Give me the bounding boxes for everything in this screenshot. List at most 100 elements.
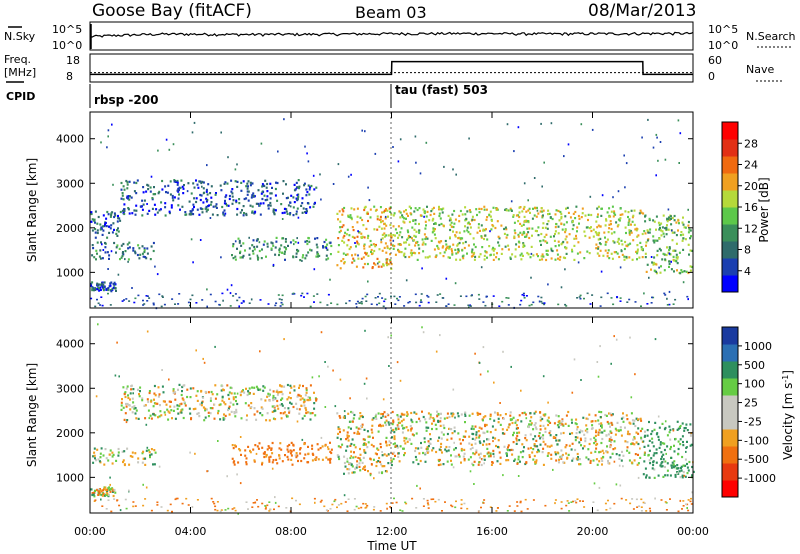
range-cell [125, 421, 128, 424]
range-cell [607, 459, 609, 463]
range-cell [689, 237, 692, 240]
range-cell [468, 223, 471, 226]
range-cell [442, 245, 445, 248]
range-cell [438, 208, 440, 211]
range-cell [643, 460, 646, 463]
xtick-label: 00:00 [74, 525, 106, 538]
range-cell [682, 216, 684, 219]
range-cell [657, 415, 660, 418]
range-cell [204, 390, 207, 394]
range-cell [266, 198, 269, 201]
range-cell [153, 463, 156, 466]
range-cell [247, 445, 250, 448]
range-cell [522, 292, 525, 295]
range-cell [574, 422, 577, 425]
range-cell [648, 449, 651, 452]
range-cell [124, 412, 127, 415]
range-cell [214, 384, 217, 387]
range-cell [168, 378, 170, 381]
range-cell [587, 213, 590, 216]
range-cell [144, 256, 147, 259]
range-cell [266, 195, 269, 198]
range-cell [519, 254, 522, 257]
range-cell [113, 488, 116, 492]
range-cell [269, 201, 272, 205]
range-cell [292, 239, 295, 242]
range-cell [494, 437, 497, 440]
range-cell [528, 455, 531, 459]
range-cell [670, 223, 673, 226]
range-cell [268, 460, 271, 463]
range-cell [544, 504, 547, 507]
range-cell [234, 255, 237, 258]
range-cell [259, 299, 262, 301]
range-cell [166, 191, 169, 194]
range-cell [131, 287, 133, 289]
range-cell [515, 243, 518, 246]
range-cell [461, 213, 464, 216]
range-cell [117, 230, 120, 233]
range-cell [528, 423, 531, 426]
range-cell [524, 434, 527, 437]
range-cell [354, 467, 357, 470]
range-cell [690, 503, 693, 505]
range-cell [147, 400, 150, 403]
range-cell [127, 197, 130, 200]
range-cell [108, 257, 110, 260]
range-cell [188, 213, 191, 216]
range-cell [95, 258, 97, 261]
range-cell [560, 455, 563, 458]
range-cell [486, 447, 489, 450]
range-cell [552, 468, 554, 471]
range-cell [612, 196, 614, 199]
range-cell [635, 431, 638, 434]
range-cell [513, 510, 516, 512]
range-cell [518, 206, 521, 209]
range-cell [362, 456, 365, 459]
range-cell [385, 423, 388, 427]
range-cell [301, 259, 303, 262]
range-cell [517, 214, 520, 217]
range-cell [355, 505, 358, 508]
range-cell [148, 297, 151, 299]
range-cell [379, 460, 382, 464]
range-cell [625, 244, 628, 247]
range-cell [641, 232, 644, 236]
range-cell [236, 473, 238, 476]
range-cell [306, 202, 309, 205]
range-cell [644, 451, 646, 454]
range-cell [670, 464, 673, 467]
range-cell [426, 294, 429, 297]
range-cell [630, 231, 633, 234]
range-cell [410, 411, 413, 415]
range-cell [244, 249, 246, 252]
range-cell [488, 245, 491, 248]
range-cell [314, 237, 316, 240]
range-cell [440, 240, 443, 243]
range-cell [451, 432, 454, 435]
range-cell [346, 436, 349, 439]
range-cell [104, 223, 106, 226]
range-cell [142, 191, 145, 194]
range-cell [174, 498, 177, 501]
range-cell [182, 187, 185, 190]
range-cell [187, 182, 190, 185]
range-cell [446, 412, 449, 415]
range-cell [508, 505, 511, 507]
range-cell [287, 458, 290, 461]
range-cell [250, 402, 253, 405]
range-cell [597, 247, 600, 250]
range-cell [338, 457, 341, 461]
range-cell [271, 405, 274, 408]
range-cell [655, 228, 657, 231]
range-cell [557, 232, 560, 235]
range-cell [605, 450, 608, 453]
range-cell [496, 413, 499, 416]
range-cell [643, 445, 646, 448]
range-cell [357, 230, 359, 233]
range-cell [417, 462, 420, 466]
range-cell [392, 234, 395, 237]
range-cell [133, 407, 136, 410]
range-cell [131, 406, 134, 409]
range-cell [311, 447, 314, 450]
